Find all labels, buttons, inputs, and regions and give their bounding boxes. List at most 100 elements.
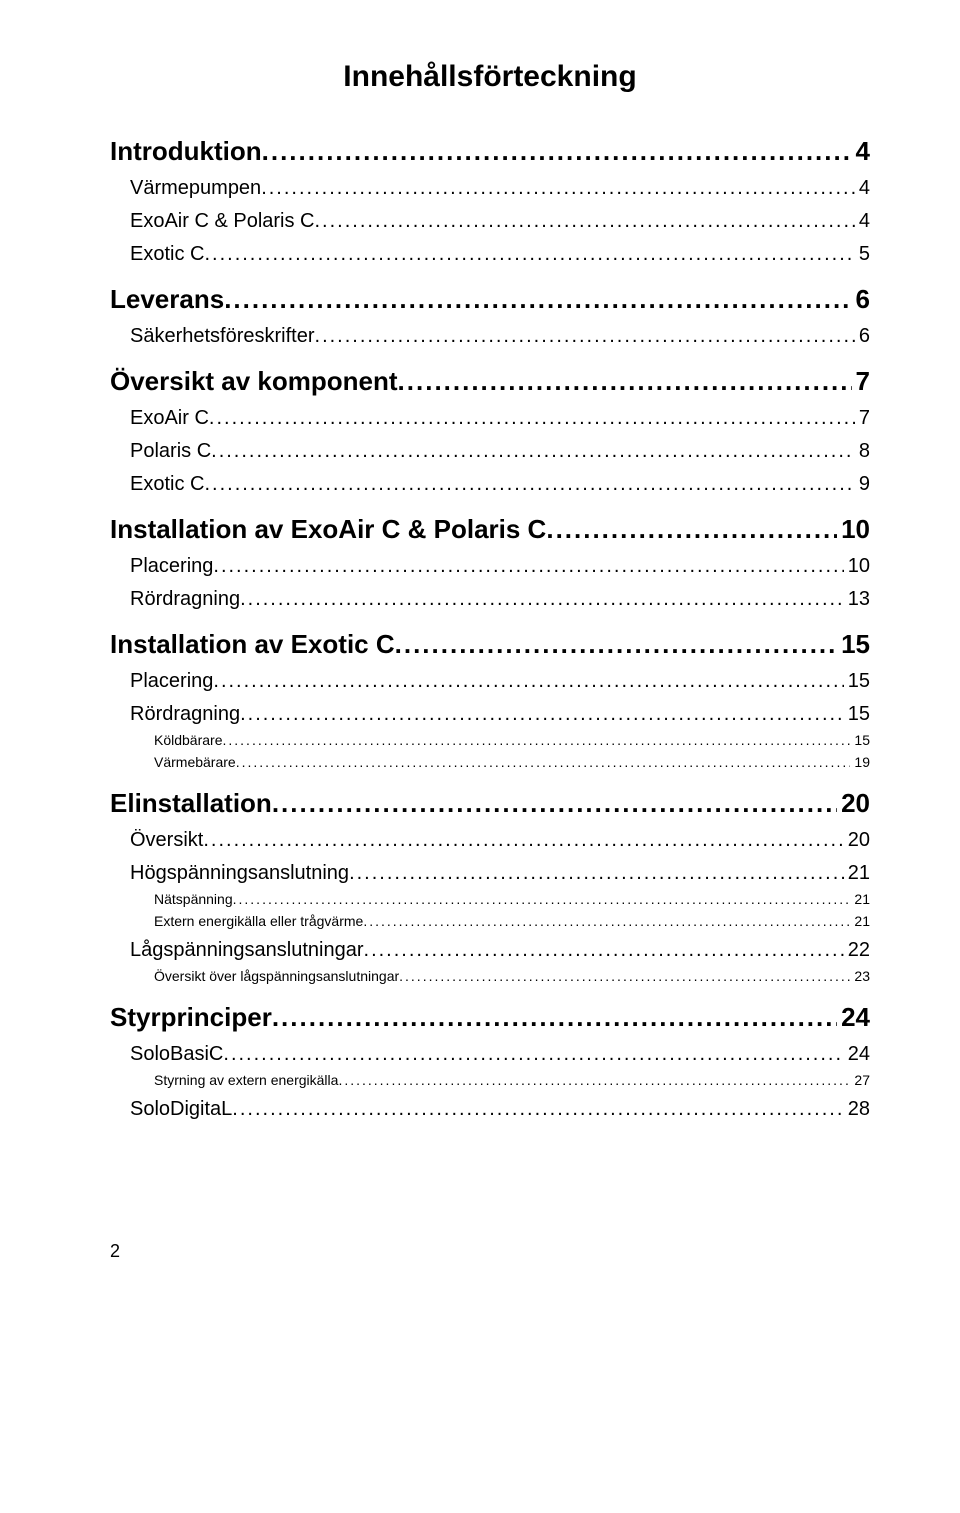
toc-entry: ExoAir C & Polaris C 4 [110,210,870,233]
toc-entry-page: 21 [850,891,870,907]
toc-entry: Installation av ExoAir C & Polaris C 10 [110,514,870,545]
toc-leader-dots [203,829,843,852]
toc-entry: Värmebärare 19 [110,754,870,770]
toc-leader-dots [204,243,854,266]
toc-entry-page: 9 [855,473,870,496]
footer-page-number: 2 [110,1241,870,1262]
toc-entry: Värmepumpen 4 [110,177,870,200]
toc-entry: Säkerhetsföreskrifter 6 [110,325,870,348]
toc-leader-dots [213,670,843,693]
toc-entry-page: 19 [850,754,870,770]
toc-leader-dots [395,629,837,660]
toc-entry-page: 7 [852,366,870,397]
toc-entry: SoloBasiC 24 [110,1043,870,1066]
toc-entry-page: 4 [855,177,870,200]
toc-entry: ExoAir C 7 [110,407,870,430]
toc-leader-dots [224,284,851,315]
toc-leader-dots [272,1002,837,1033]
toc-entry-label: ExoAir C [130,407,209,430]
toc-leader-dots [209,407,855,430]
toc-entry: Lågspänningsanslutningar 22 [110,939,870,962]
toc-leader-dots [315,325,855,348]
toc-entry-label: Köldbärare [154,732,223,748]
toc-leader-dots [398,366,852,397]
toc-entry: Köldbärare 15 [110,732,870,748]
toc-entry: Nätspänning 21 [110,891,870,907]
toc-entry-page: 4 [855,210,870,233]
toc-entry-label: Nätspänning [154,891,233,907]
toc-leader-dots [211,440,855,463]
toc-entry-label: Placering [130,555,213,578]
toc-entry: SoloDigitaL 28 [110,1098,870,1121]
toc-entry-label: Styrning av extern energikälla [154,1072,338,1088]
toc-leader-dots [240,588,844,611]
toc-entry: Elinstallation 20 [110,788,870,819]
toc-entry: Extern energikälla eller trågvärme 21 [110,913,870,929]
toc-entry-label: SoloBasiC [130,1043,223,1066]
toc-entry: Leverans 6 [110,284,870,315]
toc-entry-label: SoloDigitaL [130,1098,232,1121]
toc-entry-page: 10 [844,555,870,578]
toc-entry-label: Styrprinciper [110,1002,272,1033]
toc-entry: Högspänningsanslutning 21 [110,862,870,885]
toc-entry-page: 21 [850,913,870,929]
toc-leader-dots [261,177,855,200]
toc-entry-page: 20 [844,829,870,852]
toc-entry-label: Elinstallation [110,788,272,819]
toc-entry-page: 15 [844,670,870,693]
toc-entry-page: 20 [837,788,870,819]
toc-entry: Placering 15 [110,670,870,693]
toc-entry-label: Säkerhetsföreskrifter [130,325,315,348]
toc-entry-label: Exotic C [130,473,204,496]
toc-entry-page: 15 [837,629,870,660]
toc-entry-page: 6 [852,284,870,315]
toc-leader-dots [232,1098,843,1121]
toc-entry-label: Översikt av komponent [110,366,398,397]
toc-entry-page: 28 [844,1098,870,1121]
toc-leader-dots [349,862,844,885]
toc-entry: Rördragning 13 [110,588,870,611]
toc-entry-label: ExoAir C & Polaris C [130,210,315,233]
toc-leader-dots [363,913,850,929]
toc-leader-dots [546,514,837,545]
toc-entry: Installation av Exotic C 15 [110,629,870,660]
toc-entry-page: 27 [850,1072,870,1088]
toc-entry: Översikt över lågspänningsanslutningar 2… [110,968,870,984]
toc-entry-page: 6 [855,325,870,348]
toc-entry-page: 15 [850,732,870,748]
toc-entry: Polaris C 8 [110,440,870,463]
page-title: Innehållsförteckning [110,60,870,94]
toc-leader-dots [233,891,851,907]
toc-leader-dots [223,732,851,748]
toc-entry-page: 24 [844,1043,870,1066]
toc-entry-page: 5 [855,243,870,266]
toc-entry-page: 23 [850,968,870,984]
toc-entry-label: Extern energikälla eller trågvärme [154,913,363,929]
toc-entry-label: Leverans [110,284,224,315]
toc-leader-dots [338,1072,850,1088]
toc-entry-page: 21 [844,862,870,885]
toc-page: Innehållsförteckning Introduktion4Värmep… [0,0,960,1302]
toc-entry: Översikt av komponent 7 [110,366,870,397]
toc-entry-page: 13 [844,588,870,611]
toc-entry-label: Exotic C [130,243,204,266]
toc-entry-label: Värmebärare [154,754,236,770]
toc-entry-page: 22 [844,939,870,962]
toc-entry: Placering 10 [110,555,870,578]
toc-entry-label: Polaris C [130,440,211,463]
toc-leader-dots [272,788,837,819]
toc-entry-label: Installation av Exotic C [110,629,395,660]
toc-entry-label: Rördragning [130,703,240,726]
toc-leader-dots [223,1043,843,1066]
toc-leader-dots [364,939,844,962]
toc-entry-label: Värmepumpen [130,177,261,200]
toc-entry-page: 15 [844,703,870,726]
toc-entry-page: 8 [855,440,870,463]
toc-entry-page: 7 [855,407,870,430]
toc-leader-dots [213,555,843,578]
toc-entry-page: 10 [837,514,870,545]
toc-entry-label: Introduktion [110,136,262,167]
toc-entry-label: Placering [130,670,213,693]
toc-entry-label: Rördragning [130,588,240,611]
toc-entry-page: 4 [852,136,870,167]
